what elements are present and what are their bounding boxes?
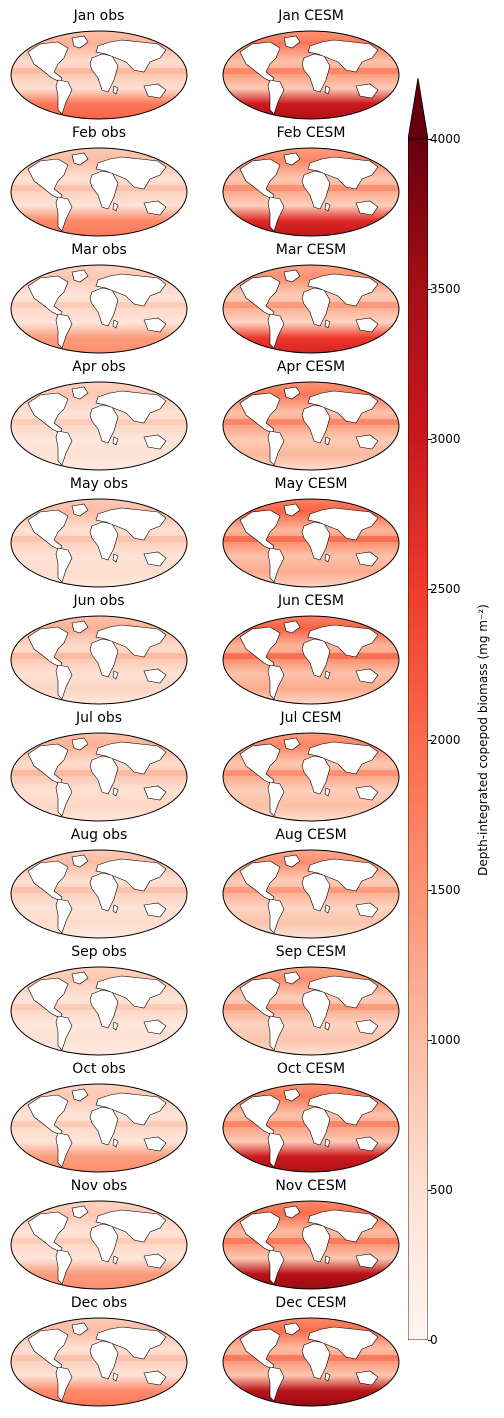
panel-title-oct-obs: Oct obs [72, 1061, 126, 1077]
map-sep-obs [10, 966, 188, 1056]
panel-title-may-obs: May obs [69, 476, 129, 492]
colorbar-tick-mark [428, 589, 432, 591]
colorbar-tick-label: 4000 [430, 132, 461, 146]
map-mar-cesm [222, 264, 400, 354]
colorbar-tick-label: 2000 [430, 732, 461, 747]
panel-title-aug-obs: Aug obs [70, 827, 128, 843]
colorbar-tick-label: 3000 [430, 432, 461, 447]
map-jul-cesm [222, 732, 400, 822]
map-may-obs [10, 498, 188, 588]
colorbar-svg [407, 77, 429, 1341]
map-dec-obs [10, 1317, 188, 1407]
map-jan-cesm [222, 30, 400, 120]
map-aug-obs [10, 849, 188, 939]
map-jun-cesm [222, 615, 400, 705]
panel-title-sep-obs: Sep obs [71, 944, 127, 960]
map-apr-obs [10, 381, 188, 471]
colorbar-tick-label: 1000 [430, 1032, 461, 1047]
colorbar-tick-mark [428, 289, 432, 291]
colorbar-tick-mark [428, 889, 432, 891]
colorbar-label: Depth-integrated copepod biomass (mg m⁻²… [476, 604, 490, 876]
map-nov-obs [10, 1200, 188, 1290]
colorbar-tick-mark [428, 139, 432, 140]
panel-title-feb-obs: Feb obs [72, 125, 126, 141]
panel-title-jun-obs: Jun obs [73, 593, 125, 609]
colorbar-tick-mark [428, 1340, 432, 1341]
colorbar-tick-mark [428, 439, 432, 441]
map-dec-cesm [222, 1317, 400, 1407]
panel-title-jan-cesm: Jan CESM [278, 8, 344, 24]
colorbar-extend-arrow [407, 77, 429, 140]
panel-title-jul-cesm: Jul CESM [280, 710, 342, 726]
panel-title-apr-cesm: Apr CESM [276, 359, 346, 375]
colorbar-tick-label: 2500 [430, 582, 461, 597]
colorbar-tick-mark [428, 1189, 432, 1191]
panel-title-apr-obs: Apr obs [72, 359, 126, 375]
map-oct-obs [10, 1083, 188, 1173]
panel-title-nov-obs: Nov obs [70, 1178, 128, 1194]
panel-title-mar-obs: Mar obs [71, 242, 127, 258]
panel-title-dec-cesm: Dec CESM [275, 1295, 347, 1311]
map-oct-cesm [222, 1083, 400, 1173]
map-nov-cesm [222, 1200, 400, 1290]
map-jul-obs [10, 732, 188, 822]
panel-title-jul-obs: Jul obs [75, 710, 123, 726]
map-mar-obs [10, 264, 188, 354]
map-jun-obs [10, 615, 188, 705]
panel-title-feb-cesm: Feb CESM [276, 125, 346, 141]
colorbar-tick-mark [428, 739, 432, 741]
panel-title-oct-cesm: Oct CESM [276, 1061, 346, 1077]
map-sep-cesm [222, 966, 400, 1056]
colorbar-tick-label: 500 [430, 1182, 453, 1197]
panel-title-mar-cesm: Mar CESM [275, 242, 347, 258]
map-feb-cesm [222, 147, 400, 237]
colorbar-tick-label: 0 [430, 1333, 438, 1347]
map-feb-obs [10, 147, 188, 237]
map-apr-cesm [222, 381, 400, 471]
panel-title-dec-obs: Dec obs [70, 1295, 128, 1311]
map-aug-cesm [222, 849, 400, 939]
panel-title-may-cesm: May CESM [274, 476, 348, 492]
colorbar-tick-mark [428, 1039, 432, 1041]
colorbar [407, 77, 429, 1341]
map-jan-obs [10, 30, 188, 120]
colorbar-tick-label: 3500 [430, 282, 461, 297]
panel-title-sep-cesm: Sep CESM [275, 944, 347, 960]
colorbar-body [407, 138, 429, 1341]
map-may-cesm [222, 498, 400, 588]
panel-title-aug-cesm: Aug CESM [275, 827, 347, 843]
colorbar-tick-label: 1500 [430, 882, 461, 897]
panel-title-jan-obs: Jan obs [73, 8, 125, 24]
panel-title-nov-cesm: Nov CESM [275, 1178, 347, 1194]
panel-title-jun-cesm: Jun CESM [278, 593, 344, 609]
